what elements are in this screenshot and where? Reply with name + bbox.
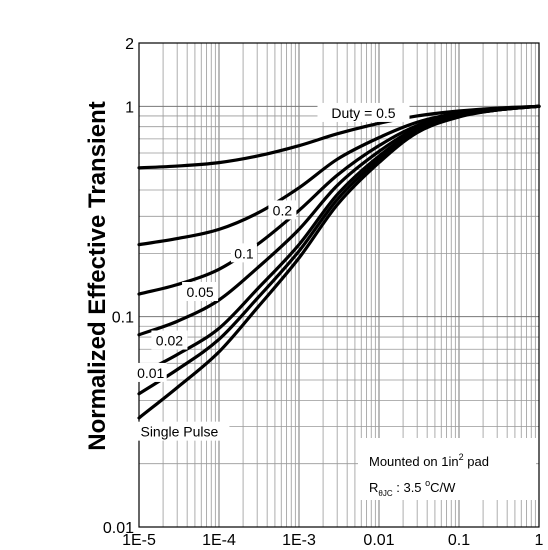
curve-label-0-1: 0.1 bbox=[234, 245, 254, 261]
label-bg-0-2 bbox=[268, 200, 297, 220]
x-tick-label: 1E-5 bbox=[122, 532, 156, 549]
curve-0-02 bbox=[137, 104, 541, 377]
label-bg-single-pulse bbox=[129, 421, 230, 441]
mounting-note-line2: RθJC : 3.5 oC/W bbox=[369, 478, 456, 498]
curve-label-single-pulse: Single Pulse bbox=[140, 424, 218, 440]
x-tick-label: 1E-4 bbox=[202, 532, 236, 549]
curves bbox=[137, 104, 541, 420]
mounting-note-background bbox=[358, 438, 536, 500]
y-axis-label: Normalized Effective Transient bbox=[84, 101, 111, 450]
label-bg-0-05 bbox=[182, 281, 219, 301]
label-bg-0-01 bbox=[134, 362, 167, 382]
y-tick-label: 0.01 bbox=[103, 520, 134, 537]
x-tick-label: 1E-3 bbox=[282, 532, 316, 549]
y-tick-labels: 0.01 0.1 1 2 bbox=[103, 36, 134, 537]
x-tick-label: 1 bbox=[535, 532, 544, 549]
curve-label-0-01: 0.01 bbox=[137, 365, 164, 381]
mounting-note: Mounted on 1in2 pad RθJC : 3.5 oC/W bbox=[358, 438, 536, 500]
y-tick-label: 2 bbox=[125, 36, 134, 53]
x-tick-label: 0.01 bbox=[363, 532, 394, 549]
curve-label-0-02: 0.02 bbox=[156, 333, 183, 349]
plot-frame bbox=[138, 42, 540, 528]
mounting-note-line1: Mounted on 1in2 pad bbox=[369, 452, 489, 469]
curve-label-0-5: Duty = 0.5 bbox=[331, 105, 395, 121]
curve-0-01 bbox=[137, 104, 541, 396]
curve-single-pulse bbox=[137, 104, 541, 420]
curve-labels: Duty = 0.5 0.2 0.1 0.05 0.02 0.01 Single Pulse bbox=[129, 102, 410, 441]
label-bg-0-5 bbox=[317, 102, 410, 122]
curve-label-0-05: 0.05 bbox=[186, 284, 213, 300]
y-tick-label: 1 bbox=[125, 99, 134, 116]
y-tick-label: 0.1 bbox=[112, 310, 134, 327]
curve-label-0-2: 0.2 bbox=[273, 202, 293, 218]
x-tick-label: 0.1 bbox=[448, 532, 470, 549]
label-bg-0-02 bbox=[151, 330, 188, 350]
label-bg-0-1 bbox=[230, 243, 257, 263]
x-tick-labels: 1E-5 1E-4 1E-3 0.01 0.1 1 bbox=[122, 532, 543, 549]
